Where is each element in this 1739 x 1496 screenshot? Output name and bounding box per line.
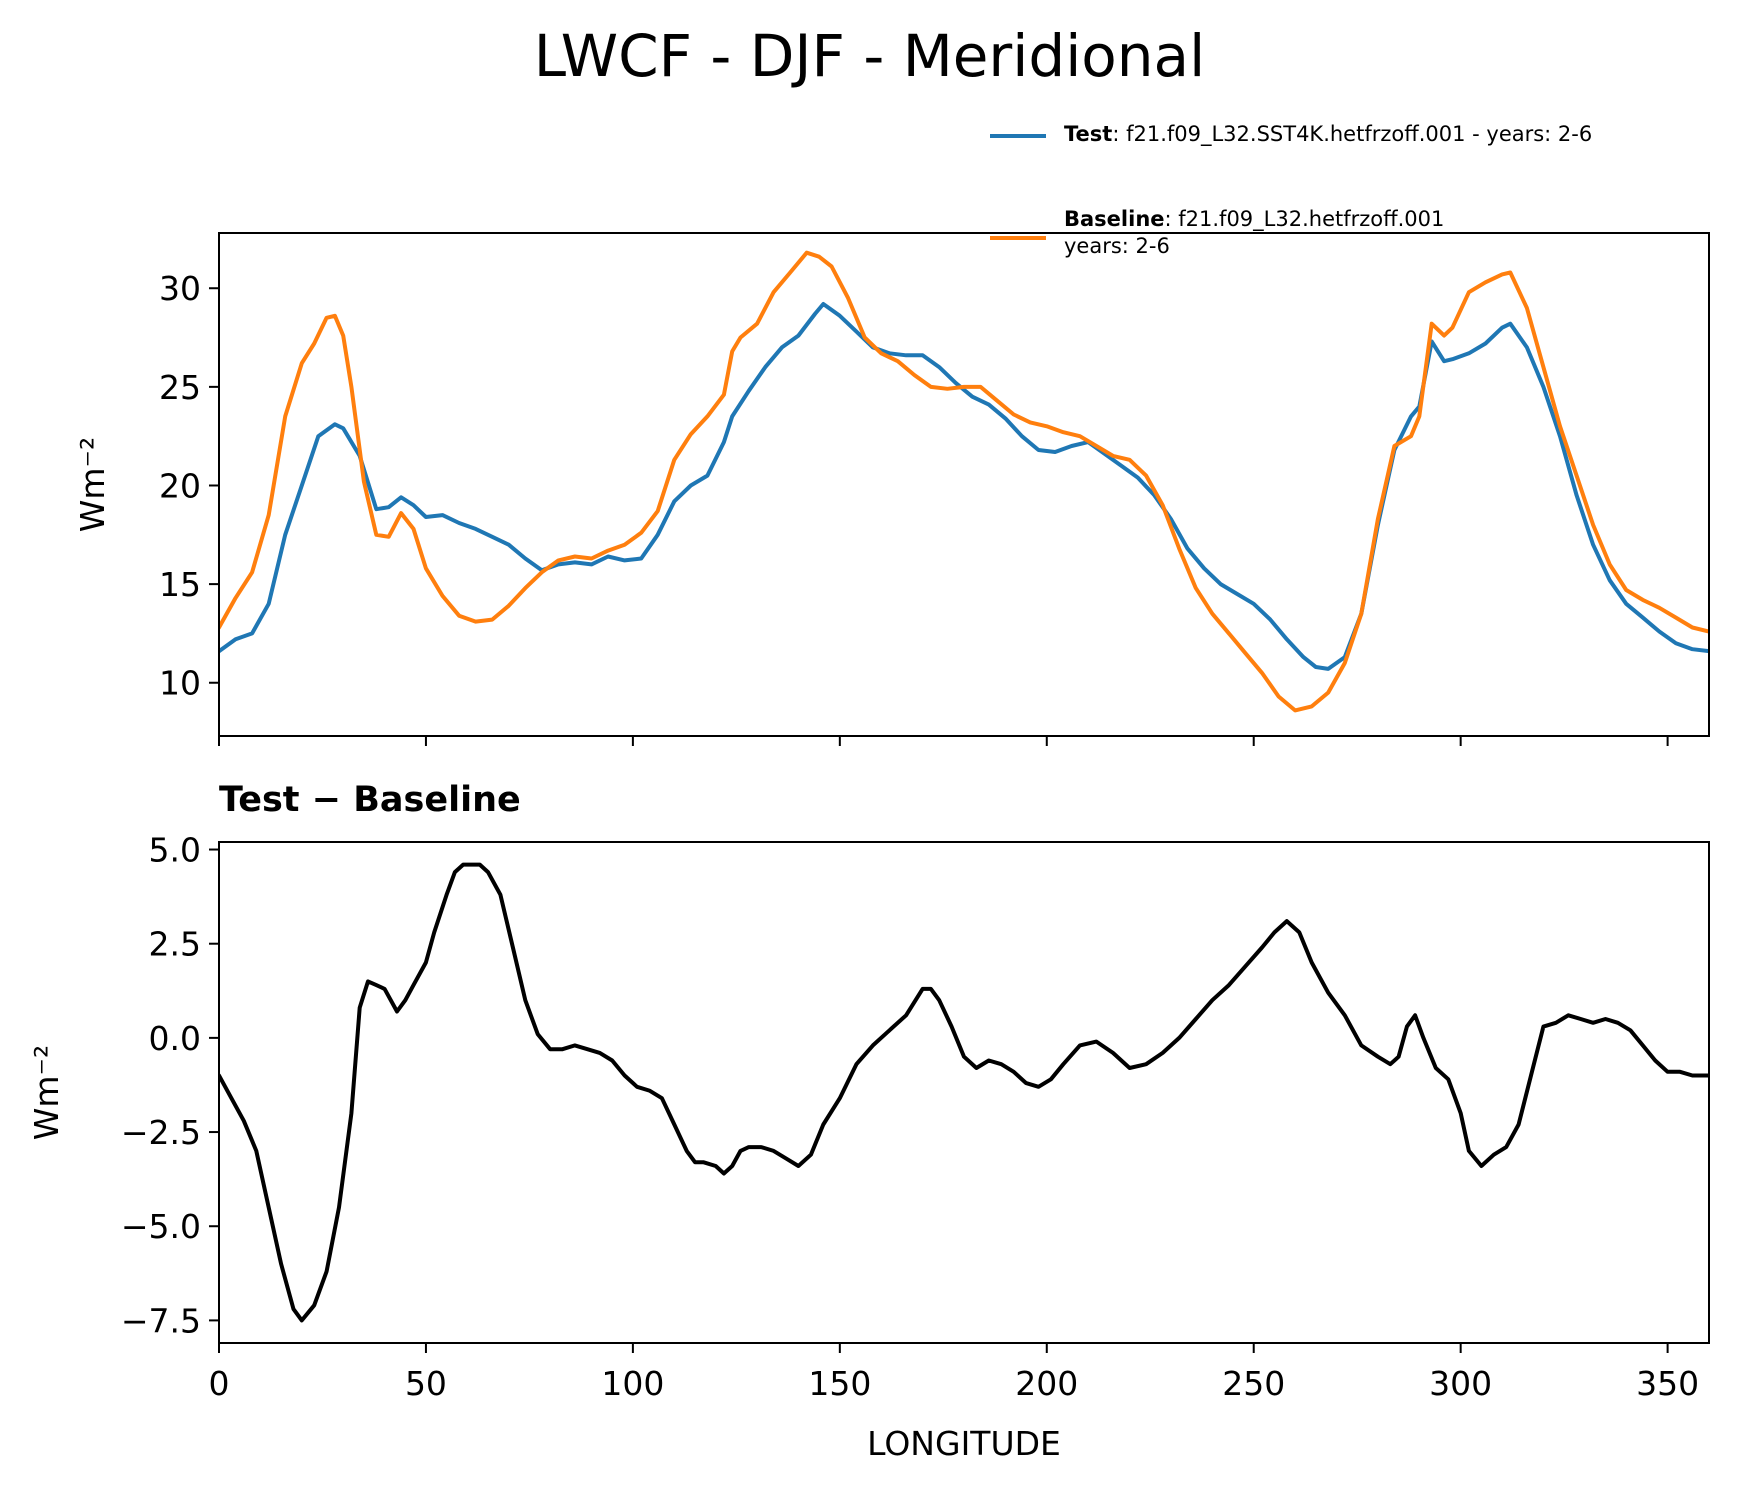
bottom-ytick-label-3: −2.5 (121, 1113, 201, 1152)
bottom-axes-frame (218, 841, 1710, 1344)
legend-text-baseline-2: years: 2-6 (1064, 234, 1170, 258)
top-ylabel: Wm⁻² (73, 437, 112, 532)
legend-entry-test: Test: f21.f09_L32.SST4K.hetfrzoff.001 - … (990, 118, 1730, 162)
top-ytick-label-4: 30 (159, 269, 201, 308)
legend-line-test (990, 134, 1046, 138)
bottom-xlabel: LONGITUDE (867, 1424, 1061, 1463)
bottom-xtick-label-5: 250 (1222, 1364, 1285, 1403)
bottom-series-test-baseline (219, 862, 1709, 1323)
bottom-xtick-label-0: 0 (209, 1364, 230, 1403)
chart-title: LWCF - DJF - Meridional (533, 22, 1206, 90)
legend-label-baseline: Baseline (1064, 207, 1165, 231)
legend: Test: f21.f09_L32.SST4K.hetfrzoff.001 - … (990, 118, 1730, 258)
top-series-baseline (219, 250, 1709, 713)
legend-entry-baseline: Baseline: f21.f09_L32.hetfrzoff.001 year… (990, 162, 1730, 258)
legend-text-baseline: : f21.f09_L32.hetfrzoff.001 (1164, 207, 1445, 231)
bottom-xtick-label-4: 200 (1015, 1364, 1078, 1403)
bottom-xtick-label-7: 350 (1636, 1364, 1699, 1403)
top-ytick-label-0: 10 (159, 664, 201, 703)
bottom-ytick-label-0: 5.0 (149, 831, 201, 870)
bottom-ylabel: Wm⁻² (27, 1045, 66, 1140)
bottom-xtick-label-3: 150 (808, 1364, 871, 1403)
top-series-test (219, 302, 1709, 671)
bottom-xtick-label-2: 100 (601, 1364, 664, 1403)
legend-text-test: : f21.f09_L32.SST4K.hetfrzoff.001 - year… (1112, 122, 1593, 146)
top-axes-frame (218, 232, 1710, 737)
bottom-xtick-label-6: 300 (1429, 1364, 1492, 1403)
diff-subtitle: Test − Baseline (219, 780, 521, 820)
bottom-xtick-label-1: 50 (405, 1364, 447, 1403)
bottom-ytick-label-4: −5.0 (121, 1207, 201, 1246)
bottom-ytick-label-2: 0.0 (149, 1019, 201, 1058)
bottom-ytick-label-5: −7.5 (121, 1301, 201, 1340)
top-ytick-label-1: 15 (159, 565, 201, 604)
top-ytick-label-2: 20 (159, 466, 201, 505)
bottom-ytick-label-1: 2.5 (149, 925, 201, 964)
legend-label-test: Test (1064, 122, 1113, 146)
legend-line-baseline (990, 236, 1046, 240)
top-ytick-label-3: 25 (159, 368, 201, 407)
